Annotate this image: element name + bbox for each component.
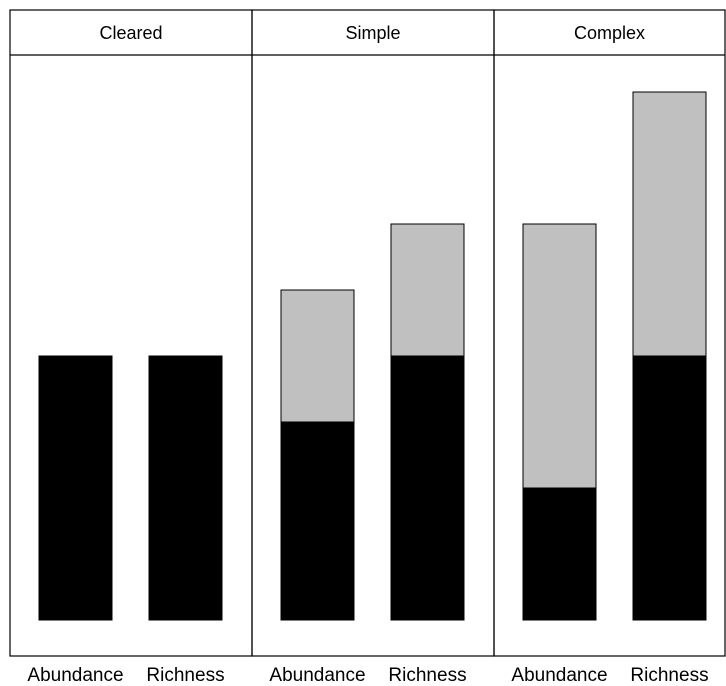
panel-frame-complex bbox=[493, 9, 726, 657]
category-label-complex-abundance: Abundance bbox=[511, 665, 607, 686]
panel-title-cleared: Cleared bbox=[99, 23, 162, 43]
category-label-complex-richness: Richness bbox=[630, 665, 708, 686]
panel-title-complex: Complex bbox=[574, 23, 645, 43]
category-label-cleared-abundance: Abundance bbox=[27, 665, 123, 686]
category-label-cleared-richness: Richness bbox=[146, 665, 224, 686]
panel-title-simple: Simple bbox=[345, 23, 400, 43]
bar-simple-abundance-segment-1 bbox=[280, 421, 355, 621]
category-label-simple-richness: Richness bbox=[388, 665, 466, 686]
bar-complex-richness-segment-1 bbox=[632, 355, 707, 621]
bar-complex-richness-segment-2 bbox=[632, 91, 707, 357]
bar-simple-richness-segment-2 bbox=[390, 223, 465, 357]
bar-complex-abundance-segment-2 bbox=[522, 223, 597, 489]
bar-simple-richness-segment-1 bbox=[390, 355, 465, 621]
bar-simple-abundance-segment-2 bbox=[280, 289, 355, 423]
category-label-simple-abundance: Abundance bbox=[269, 665, 365, 686]
bar-cleared-abundance-segment-1 bbox=[38, 355, 113, 621]
bar-complex-abundance-segment-1 bbox=[522, 487, 597, 621]
bar-cleared-richness-segment-1 bbox=[148, 355, 223, 621]
